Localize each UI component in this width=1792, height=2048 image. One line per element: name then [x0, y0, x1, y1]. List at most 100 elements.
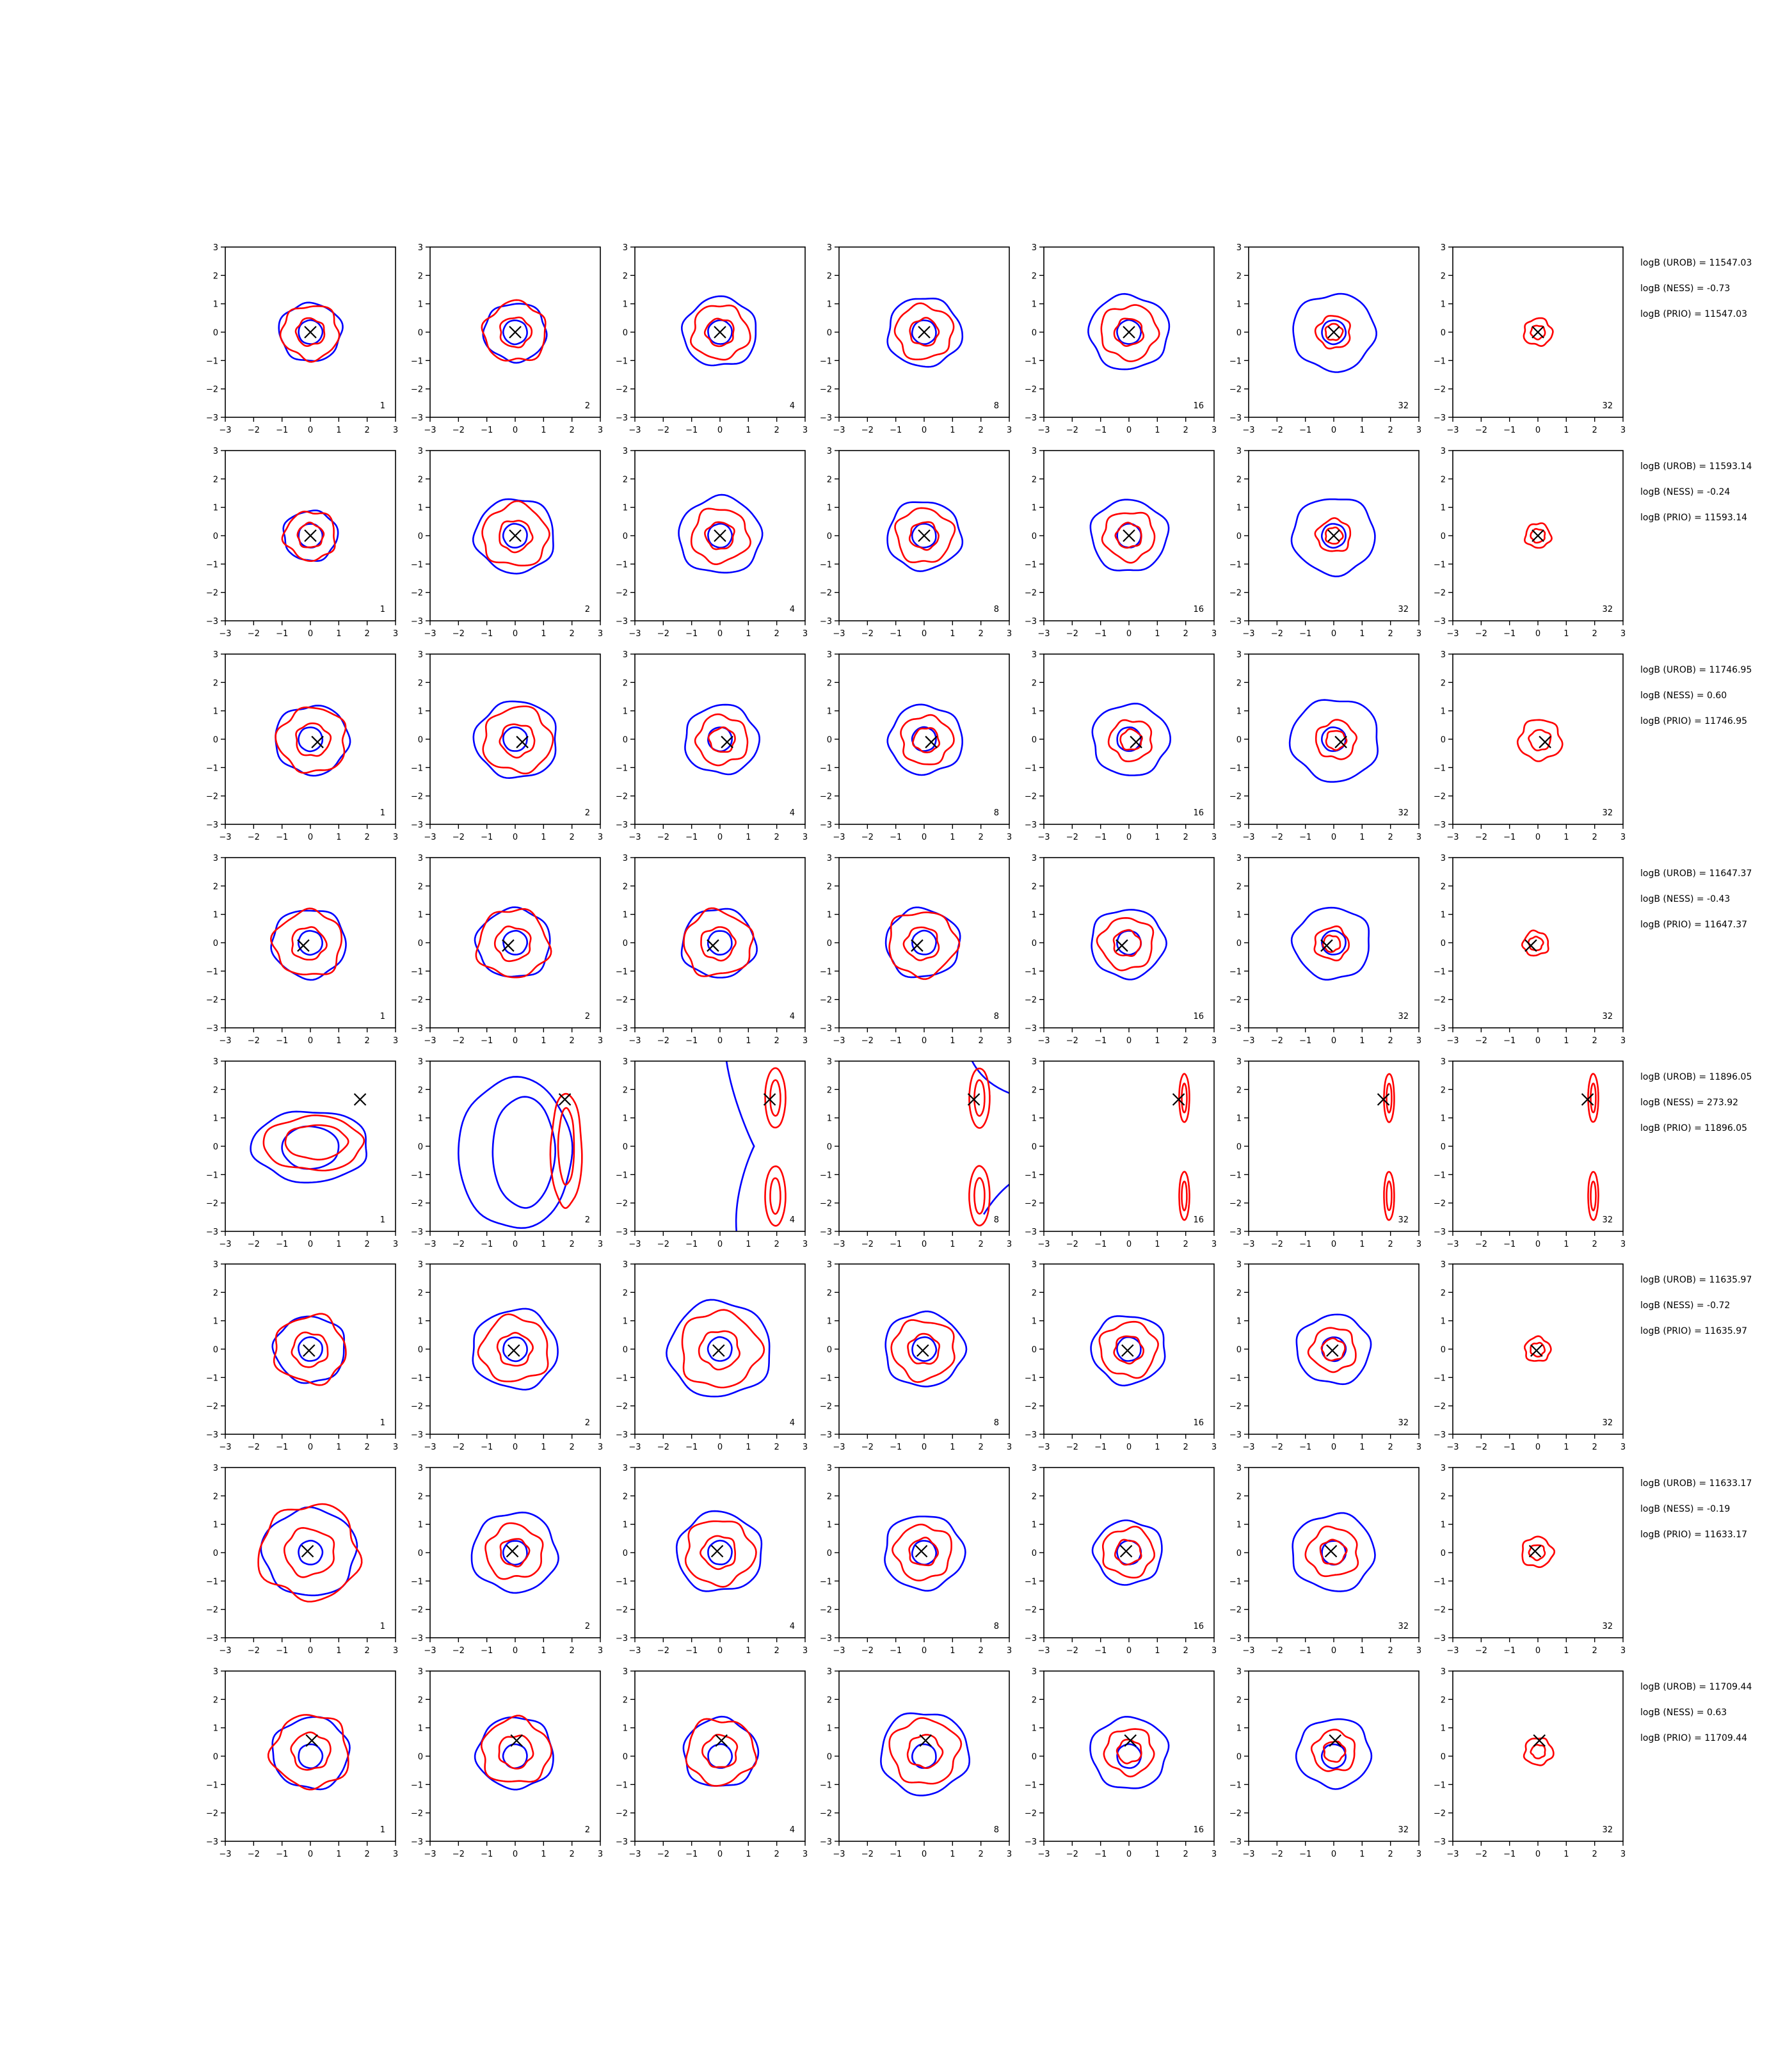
x-marker [1121, 1344, 1134, 1357]
x-tick-label: 2 [1592, 1646, 1597, 1656]
red-contour-inner [703, 317, 735, 348]
panel-r2-c7: −3−3 −2 −2 −1 −1 0 0 1 1 2 2 3 3 32 [1434, 447, 1626, 639]
x-tick-label: 2 [774, 1240, 780, 1249]
y-tick-label: 2 [623, 1695, 628, 1705]
blue-contour-inner [502, 523, 528, 548]
y-tick-label: 1 [827, 504, 832, 513]
x-marker [509, 326, 522, 339]
y-tick-label: 2 [623, 882, 628, 892]
x-tick-label: −3 [628, 1850, 641, 1859]
panel-count-label: 2 [585, 1418, 590, 1428]
x-tick-label: −2 [1271, 1850, 1283, 1859]
x-tick-label: −2 [452, 1850, 465, 1859]
panel-count-label: 32 [1398, 1012, 1409, 1021]
blue-contour-inner [911, 319, 937, 345]
y-tick-label: 3 [1441, 1057, 1446, 1067]
x-tick-label: 0 [717, 833, 723, 842]
y-tick-label: −3 [1229, 617, 1242, 627]
y-tick-label: −2 [411, 1606, 423, 1615]
x-tick-label: 0 [1331, 629, 1336, 639]
x-tick-label: 3 [1416, 833, 1421, 842]
panel-count-label: 4 [790, 605, 795, 614]
y-tick-label: 1 [827, 1114, 832, 1124]
x-tick-label: −3 [1242, 426, 1254, 435]
axes-frame [1043, 1467, 1215, 1638]
blue-contour-outer [1292, 292, 1377, 373]
y-tick-label: −2 [411, 589, 423, 598]
x-tick-label: 2 [1183, 1850, 1188, 1859]
panel-r7-c7: −3−3 −2 −2 −1 −1 0 0 1 1 2 2 3 3 32 [1434, 1464, 1626, 1656]
x-tick-label: 2 [1592, 1850, 1597, 1859]
blue-contour-inner [707, 1743, 733, 1769]
x-tick-label: 1 [541, 1850, 546, 1859]
red-contour-outer [262, 1114, 365, 1172]
y-tick-label: −2 [820, 792, 832, 802]
x-tick-label: 3 [598, 1646, 603, 1656]
blue-contour-inner [911, 726, 937, 752]
axes-frame [838, 1467, 1010, 1638]
x-tick-label: 3 [1416, 1036, 1421, 1046]
x-tick-label: −3 [424, 629, 436, 639]
y-tick-label: −1 [1025, 1171, 1037, 1180]
y-tick-label: −2 [411, 1809, 423, 1819]
y-tick-label: 0 [418, 532, 423, 541]
y-tick-label: 2 [213, 475, 218, 484]
y-tick-label: 3 [1441, 1667, 1446, 1677]
y-tick-label: 1 [1441, 1317, 1446, 1327]
y-tick-label: −2 [1229, 1606, 1242, 1615]
y-tick-label: −3 [1434, 1228, 1446, 1237]
red-contour-outer [480, 1715, 553, 1783]
red-contour-outer [475, 908, 552, 979]
red-contour-inner [1114, 522, 1142, 549]
y-tick-label: −1 [206, 1373, 218, 1383]
panel-count-label: 8 [994, 401, 999, 411]
y-tick-label: −2 [1434, 1199, 1446, 1209]
x-tick-label: −1 [890, 1036, 902, 1046]
x-tick-label: −3 [833, 1646, 845, 1656]
y-tick-label: −2 [1025, 1809, 1037, 1819]
x-marker [304, 529, 317, 542]
x-tick-label: 1 [1359, 426, 1364, 435]
x-tick-label: −1 [1094, 1443, 1107, 1452]
x-tick-label: 1 [541, 1036, 546, 1046]
x-tick-label: 3 [803, 833, 808, 842]
y-tick-label: 2 [1441, 1492, 1446, 1501]
y-tick-label: 2 [418, 882, 423, 892]
y-tick-label: 2 [623, 1085, 628, 1095]
y-tick-label: 0 [418, 1549, 423, 1558]
y-tick-label: 1 [418, 1114, 423, 1124]
x-tick-label: 2 [1183, 833, 1188, 842]
y-tick-label: −3 [1434, 1024, 1446, 1034]
x-marker [1539, 735, 1551, 749]
red-contour-inner [1112, 929, 1142, 957]
x-tick-label: 2 [1388, 1036, 1393, 1046]
y-tick-label: 1 [213, 1724, 218, 1734]
y-tick-label: −1 [820, 764, 832, 773]
x-tick-label: −2 [1475, 1850, 1487, 1859]
y-tick-label: −3 [1434, 617, 1446, 627]
red-contour-outer [1096, 916, 1155, 972]
red-contour-inner [1528, 1544, 1546, 1562]
panel-r3-c7: −3−3 −2 −2 −1 −1 0 0 1 1 2 2 3 3 32 [1434, 650, 1626, 842]
x-tick-label: 1 [1359, 1646, 1364, 1656]
x-tick-label: 2 [365, 1646, 370, 1656]
y-tick-label: −1 [1434, 1373, 1446, 1383]
y-tick-label: 3 [1441, 650, 1446, 660]
x-marker [1533, 1734, 1546, 1747]
y-tick-label: 3 [1032, 447, 1037, 456]
y-tick-label: 1 [1441, 1724, 1446, 1734]
x-tick-label: 3 [1007, 833, 1012, 842]
axes-frame [1452, 653, 1624, 825]
x-tick-label: −1 [276, 1036, 288, 1046]
x-tick-label: 1 [541, 833, 546, 842]
panel-count-label: 32 [1398, 1622, 1409, 1631]
x-tick-label: −1 [890, 1850, 902, 1859]
y-tick-label: −3 [820, 617, 832, 627]
axes-frame [1248, 653, 1420, 825]
blue-contour-inner [911, 929, 938, 956]
x-marker [303, 1344, 316, 1357]
blue-contour-inner [911, 1336, 938, 1363]
y-tick-label: −1 [206, 1171, 218, 1180]
y-tick-label: 1 [1032, 1521, 1037, 1530]
blue-contour-outer [1288, 699, 1379, 783]
